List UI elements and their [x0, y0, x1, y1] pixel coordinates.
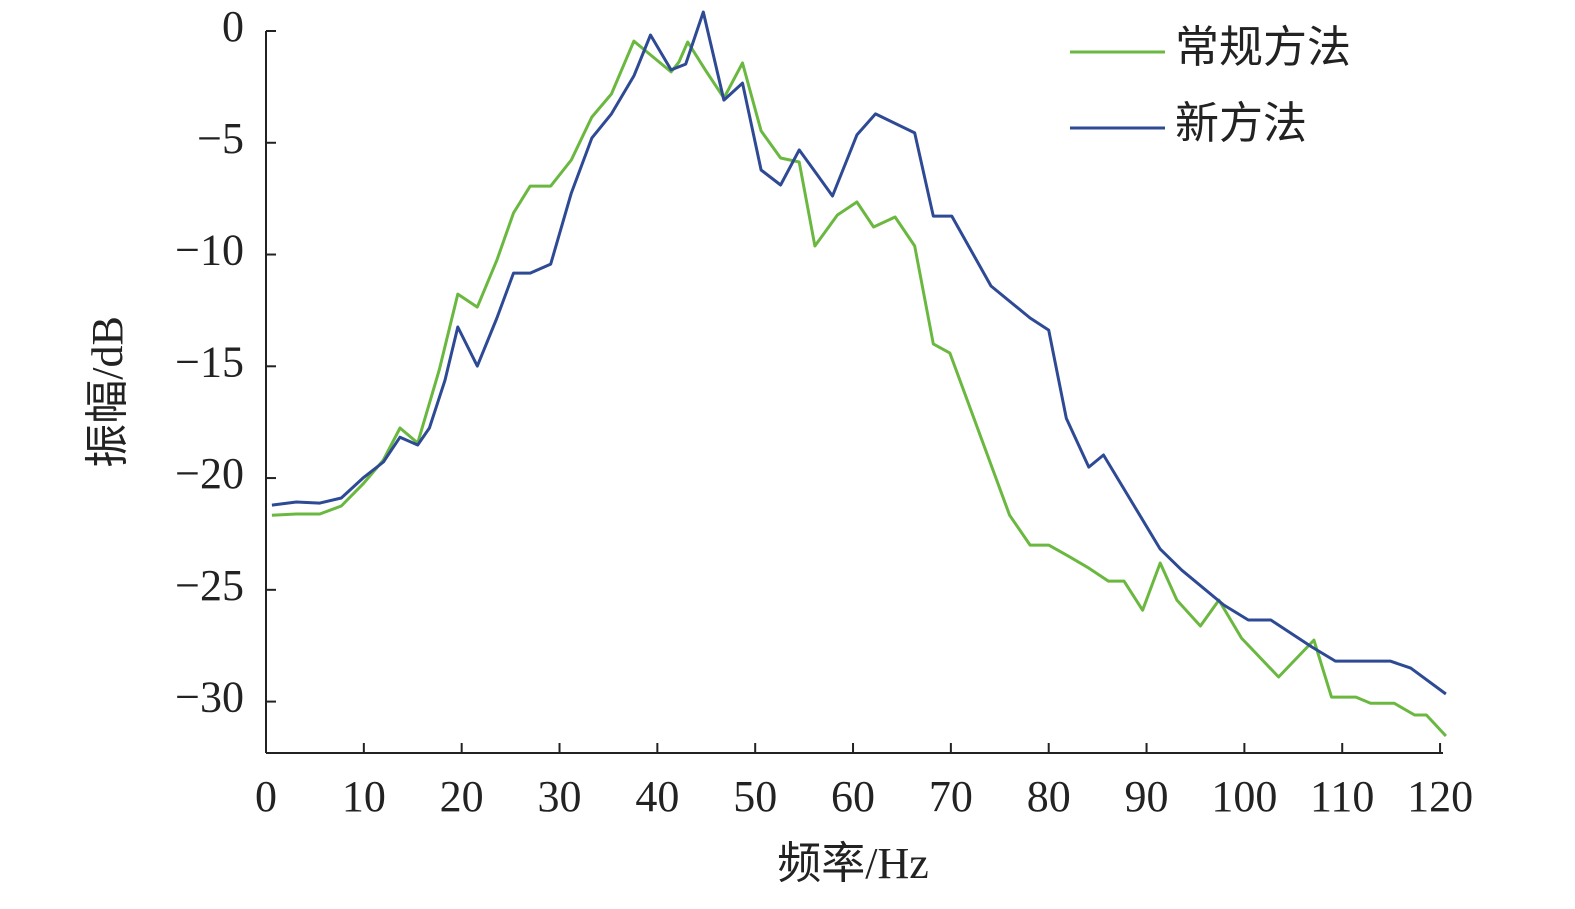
y-axis-label: 振幅/dB: [83, 316, 132, 468]
x-tick-label: 80: [1027, 772, 1071, 821]
y-tick-label: 0: [222, 2, 244, 51]
x-tick-label: 40: [635, 772, 679, 821]
legend-label: 新方法: [1175, 99, 1307, 148]
series-line: [271, 39, 1447, 738]
x-tick-label: 90: [1125, 772, 1169, 821]
x-tick-label: 10: [342, 772, 386, 821]
x-tick-label: 0: [255, 772, 277, 821]
x-tick-label: 20: [440, 772, 484, 821]
y-tick-label: −10: [175, 226, 244, 275]
y-tick-label: −30: [175, 673, 244, 722]
x-tick-label: 30: [538, 772, 582, 821]
x-tick-label: 100: [1211, 772, 1277, 821]
y-tick-label: −20: [175, 449, 244, 498]
x-tick-label: 120: [1407, 772, 1473, 821]
legend-label: 常规方法: [1175, 23, 1351, 72]
x-tick-label: 50: [733, 772, 777, 821]
y-tick-label: −5: [197, 114, 244, 163]
x-tick-label: 60: [831, 772, 875, 821]
series-line: [271, 10, 1447, 696]
x-axis-label: 频率/Hz: [777, 839, 929, 888]
x-tick-label: 70: [929, 772, 973, 821]
y-tick-label: −15: [175, 337, 244, 386]
x-tick-label: 110: [1310, 772, 1374, 821]
y-tick-label: −25: [175, 561, 244, 610]
